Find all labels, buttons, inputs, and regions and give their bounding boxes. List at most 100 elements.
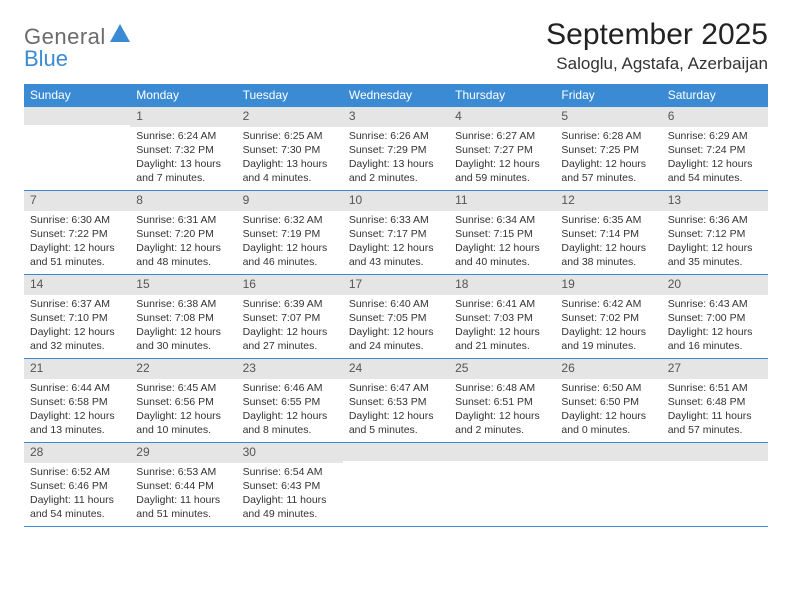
daylight-line: Daylight: 12 hours and 8 minutes. [243, 409, 337, 437]
sunrise-line: Sunrise: 6:26 AM [349, 129, 443, 143]
daylight-line: Daylight: 12 hours and 51 minutes. [30, 241, 124, 269]
dow-cell: Sunday [24, 84, 130, 107]
sunset-line: Sunset: 6:46 PM [30, 479, 124, 493]
daylight-line: Daylight: 12 hours and 19 minutes. [561, 325, 655, 353]
day-body: Sunrise: 6:24 AMSunset: 7:32 PMDaylight:… [130, 127, 236, 190]
dow-row: SundayMondayTuesdayWednesdayThursdayFrid… [24, 84, 768, 107]
day-body: Sunrise: 6:46 AMSunset: 6:55 PMDaylight:… [237, 379, 343, 442]
week-row: 1Sunrise: 6:24 AMSunset: 7:32 PMDaylight… [24, 107, 768, 191]
empty-cell [449, 443, 555, 527]
brand-wordmark: General Blue [24, 22, 134, 70]
sunrise-line: Sunrise: 6:41 AM [455, 297, 549, 311]
day-body: Sunrise: 6:31 AMSunset: 7:20 PMDaylight:… [130, 211, 236, 274]
day-cell: 15Sunrise: 6:38 AMSunset: 7:08 PMDayligh… [130, 275, 236, 359]
day-number: 11 [449, 191, 555, 211]
empty-cell [662, 443, 768, 527]
daylight-line: Daylight: 12 hours and 27 minutes. [243, 325, 337, 353]
day-number [449, 443, 555, 461]
sunset-line: Sunset: 7:32 PM [136, 143, 230, 157]
sunrise-line: Sunrise: 6:34 AM [455, 213, 549, 227]
sunset-line: Sunset: 7:22 PM [30, 227, 124, 241]
day-body: Sunrise: 6:37 AMSunset: 7:10 PMDaylight:… [24, 295, 130, 358]
day-body: Sunrise: 6:51 AMSunset: 6:48 PMDaylight:… [662, 379, 768, 442]
day-body: Sunrise: 6:32 AMSunset: 7:19 PMDaylight:… [237, 211, 343, 274]
sunset-line: Sunset: 6:48 PM [668, 395, 762, 409]
daylight-line: Daylight: 13 hours and 4 minutes. [243, 157, 337, 185]
sunset-line: Sunset: 7:20 PM [136, 227, 230, 241]
daylight-line: Daylight: 12 hours and 21 minutes. [455, 325, 549, 353]
day-number: 27 [662, 359, 768, 379]
day-cell: 5Sunrise: 6:28 AMSunset: 7:25 PMDaylight… [555, 107, 661, 191]
day-body: Sunrise: 6:40 AMSunset: 7:05 PMDaylight:… [343, 295, 449, 358]
day-number: 16 [237, 275, 343, 295]
day-cell: 25Sunrise: 6:48 AMSunset: 6:51 PMDayligh… [449, 359, 555, 443]
day-cell: 18Sunrise: 6:41 AMSunset: 7:03 PMDayligh… [449, 275, 555, 359]
daylight-line: Daylight: 11 hours and 57 minutes. [668, 409, 762, 437]
day-cell: 20Sunrise: 6:43 AMSunset: 7:00 PMDayligh… [662, 275, 768, 359]
day-body: Sunrise: 6:27 AMSunset: 7:27 PMDaylight:… [449, 127, 555, 190]
day-cell: 27Sunrise: 6:51 AMSunset: 6:48 PMDayligh… [662, 359, 768, 443]
day-cell: 3Sunrise: 6:26 AMSunset: 7:29 PMDaylight… [343, 107, 449, 191]
day-body: Sunrise: 6:29 AMSunset: 7:24 PMDaylight:… [662, 127, 768, 190]
day-number: 3 [343, 107, 449, 127]
sunrise-line: Sunrise: 6:37 AM [30, 297, 124, 311]
day-number: 15 [130, 275, 236, 295]
calendar-page: General Blue September 2025 Saloglu, Ags… [0, 0, 792, 539]
day-number: 10 [343, 191, 449, 211]
page-title: September 2025 [546, 18, 768, 52]
sunrise-line: Sunrise: 6:48 AM [455, 381, 549, 395]
day-cell: 11Sunrise: 6:34 AMSunset: 7:15 PMDayligh… [449, 191, 555, 275]
day-number: 7 [24, 191, 130, 211]
sunset-line: Sunset: 7:19 PM [243, 227, 337, 241]
day-number [343, 443, 449, 461]
daylight-line: Daylight: 11 hours and 51 minutes. [136, 493, 230, 521]
day-cell: 26Sunrise: 6:50 AMSunset: 6:50 PMDayligh… [555, 359, 661, 443]
day-cell: 4Sunrise: 6:27 AMSunset: 7:27 PMDaylight… [449, 107, 555, 191]
daylight-line: Daylight: 12 hours and 32 minutes. [30, 325, 124, 353]
day-number: 13 [662, 191, 768, 211]
day-number: 18 [449, 275, 555, 295]
day-number: 14 [24, 275, 130, 295]
daylight-line: Daylight: 12 hours and 24 minutes. [349, 325, 443, 353]
sunset-line: Sunset: 7:00 PM [668, 311, 762, 325]
day-cell: 14Sunrise: 6:37 AMSunset: 7:10 PMDayligh… [24, 275, 130, 359]
day-cell: 16Sunrise: 6:39 AMSunset: 7:07 PMDayligh… [237, 275, 343, 359]
daylight-line: Daylight: 12 hours and 30 minutes. [136, 325, 230, 353]
daylight-line: Daylight: 12 hours and 38 minutes. [561, 241, 655, 269]
day-body: Sunrise: 6:25 AMSunset: 7:30 PMDaylight:… [237, 127, 343, 190]
daylight-line: Daylight: 12 hours and 48 minutes. [136, 241, 230, 269]
dow-cell: Tuesday [237, 84, 343, 107]
day-body: Sunrise: 6:34 AMSunset: 7:15 PMDaylight:… [449, 211, 555, 274]
sunrise-line: Sunrise: 6:35 AM [561, 213, 655, 227]
sunrise-line: Sunrise: 6:54 AM [243, 465, 337, 479]
day-number: 9 [237, 191, 343, 211]
daylight-line: Daylight: 12 hours and 54 minutes. [668, 157, 762, 185]
day-number: 24 [343, 359, 449, 379]
sunset-line: Sunset: 7:27 PM [455, 143, 549, 157]
sunset-line: Sunset: 6:44 PM [136, 479, 230, 493]
sunset-line: Sunset: 7:25 PM [561, 143, 655, 157]
day-cell: 29Sunrise: 6:53 AMSunset: 6:44 PMDayligh… [130, 443, 236, 527]
title-block: September 2025 Saloglu, Agstafa, Azerbai… [546, 18, 768, 74]
day-number [24, 107, 130, 125]
sunrise-line: Sunrise: 6:32 AM [243, 213, 337, 227]
daylight-line: Daylight: 11 hours and 54 minutes. [30, 493, 124, 521]
sunset-line: Sunset: 7:07 PM [243, 311, 337, 325]
day-cell: 2Sunrise: 6:25 AMSunset: 7:30 PMDaylight… [237, 107, 343, 191]
sunset-line: Sunset: 7:30 PM [243, 143, 337, 157]
sunrise-line: Sunrise: 6:51 AM [668, 381, 762, 395]
day-cell: 21Sunrise: 6:44 AMSunset: 6:58 PMDayligh… [24, 359, 130, 443]
day-cell: 19Sunrise: 6:42 AMSunset: 7:02 PMDayligh… [555, 275, 661, 359]
sunset-line: Sunset: 7:10 PM [30, 311, 124, 325]
day-body: Sunrise: 6:44 AMSunset: 6:58 PMDaylight:… [24, 379, 130, 442]
sunrise-line: Sunrise: 6:42 AM [561, 297, 655, 311]
dow-cell: Wednesday [343, 84, 449, 107]
day-cell: 23Sunrise: 6:46 AMSunset: 6:55 PMDayligh… [237, 359, 343, 443]
dow-cell: Friday [555, 84, 661, 107]
day-body: Sunrise: 6:38 AMSunset: 7:08 PMDaylight:… [130, 295, 236, 358]
sunrise-line: Sunrise: 6:53 AM [136, 465, 230, 479]
day-body: Sunrise: 6:53 AMSunset: 6:44 PMDaylight:… [130, 463, 236, 526]
day-body: Sunrise: 6:35 AMSunset: 7:14 PMDaylight:… [555, 211, 661, 274]
day-body: Sunrise: 6:41 AMSunset: 7:03 PMDaylight:… [449, 295, 555, 358]
day-number: 25 [449, 359, 555, 379]
